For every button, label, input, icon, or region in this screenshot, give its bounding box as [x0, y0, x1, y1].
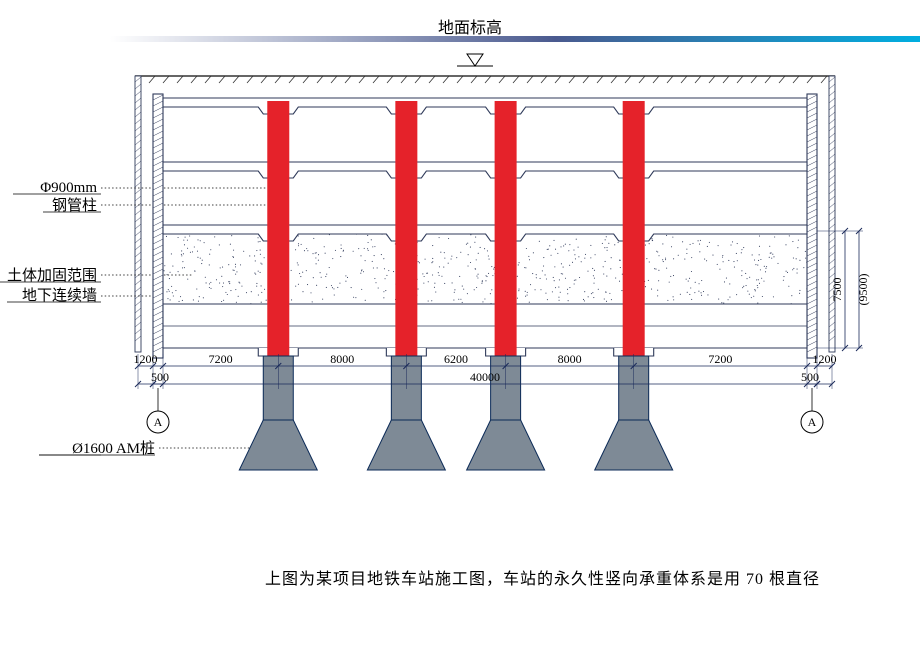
- pile-label: Ø1600 AM桩: [72, 440, 155, 457]
- svg-text:8000: 8000: [330, 352, 354, 366]
- side-labels: Φ900mm钢管柱土体加固范围地下连续墙 Ø1600 AM桩: [0, 180, 155, 457]
- svg-text:7500: 7500: [830, 278, 844, 302]
- pipe-dia-label: Φ900mm: [40, 180, 97, 196]
- svg-text:1200: 1200: [134, 352, 158, 366]
- axis-marks: AA: [147, 388, 823, 433]
- svg-text:1200: 1200: [813, 352, 837, 366]
- vertical-dimensions: 7500 (9500): [817, 228, 870, 351]
- elevation-marker: [457, 54, 493, 66]
- page: { "title": "地面标高", "labels": { "pipe_dia…: [0, 0, 920, 651]
- svg-text:(9500): (9500): [856, 274, 870, 306]
- section-diagram: 120012007200800062008000720050050040000 …: [115, 60, 875, 490]
- pipe-name-label: 钢管柱: [52, 197, 97, 214]
- svg-text:7200: 7200: [708, 352, 732, 366]
- svg-text:7200: 7200: [209, 352, 233, 366]
- wall-label: 地下连续墙: [22, 287, 97, 304]
- svg-text:A: A: [808, 415, 817, 429]
- caption-text: 上图为某项目地铁车站施工图，车站的永久性竖向承重体系是用 70 根直径: [265, 565, 820, 589]
- svg-text:40000: 40000: [470, 370, 500, 384]
- svg-text:500: 500: [801, 370, 819, 384]
- svg-text:6200: 6200: [444, 352, 468, 366]
- soil-label: 土体加固范围: [7, 267, 97, 284]
- svg-text:8000: 8000: [558, 352, 582, 366]
- dimensions: 1200 1200 7200 8000 6200 8000 7200 500 500 40000: [134, 352, 837, 389]
- svg-text:500: 500: [151, 370, 169, 384]
- svg-text:A: A: [154, 415, 163, 429]
- soil-reinforcement-zone: [164, 232, 808, 305]
- title-bar: 地面标高: [110, 40, 920, 44]
- floor-slabs: [163, 98, 807, 356]
- am-piles: [239, 356, 672, 470]
- ground-level-label: 地面标高: [438, 19, 502, 37]
- ground-surface: [135, 76, 835, 83]
